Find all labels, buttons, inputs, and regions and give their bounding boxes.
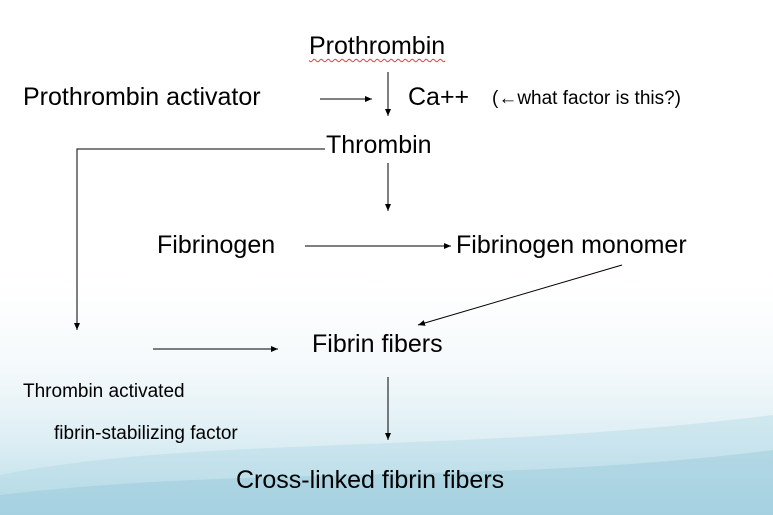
node-fibrin-fibers: Fibrin fibers <box>312 330 443 358</box>
line-thrombin-loop <box>74 148 325 330</box>
node-fibrinogen: Fibrinogen <box>157 231 276 259</box>
node-calcium: Ca++ <box>408 83 470 111</box>
node-stabilizing-factor-line2: fibrin-stabilizing factor <box>54 423 238 444</box>
node-fibrinogen-monomer: Fibrinogen monomer <box>456 231 687 259</box>
node-cross-linked-fibrin: Cross-linked fibrin fibers <box>236 466 505 494</box>
node-thrombin: Thrombin <box>326 131 432 159</box>
node-stabilizing-factor-line1: Thrombin activated <box>23 381 185 402</box>
background-wave <box>0 415 773 515</box>
node-prothrombin: Prothrombin <box>309 32 446 60</box>
node-calcium-note: (←what factor is this?) <box>492 88 681 109</box>
arrow-monomer-to-fibers <box>417 264 623 326</box>
node-prothrombin-activator: Prothrombin activator <box>23 83 261 111</box>
